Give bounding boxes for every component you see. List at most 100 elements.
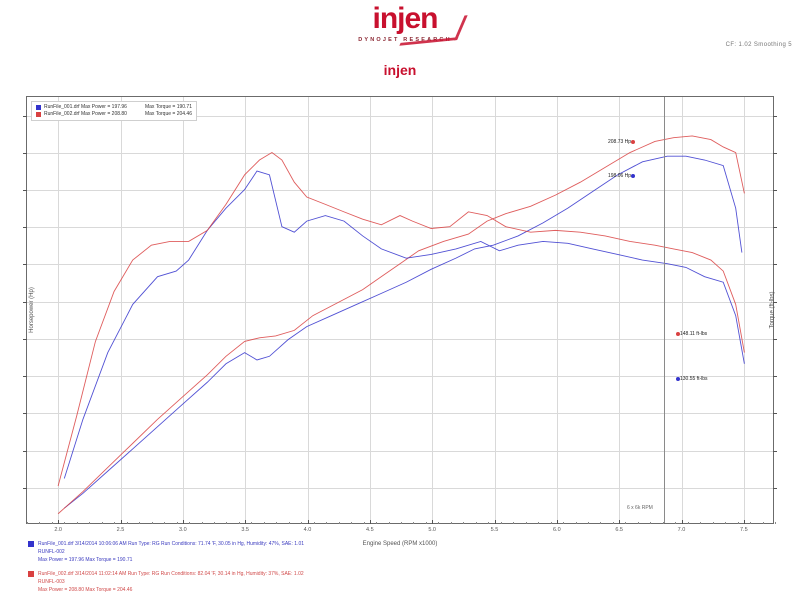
- x-tick-minor: [376, 522, 378, 524]
- x-tick-minor: [662, 522, 664, 524]
- legend-file: RunFile_001.drf: [44, 104, 80, 110]
- caption-line-3: Max Power = 208.80 Max Torque = 204.46: [38, 587, 133, 593]
- series-line: [63, 170, 745, 479]
- x-tick-minor: [263, 522, 265, 524]
- y-tick-left: [23, 338, 27, 340]
- x-tick-label: 2.5: [116, 527, 125, 533]
- series-line: [64, 155, 743, 509]
- cursor-line[interactable]: [664, 97, 665, 523]
- point-label-text: 148.11 ft-lbs: [680, 331, 708, 337]
- grid-line-horizontal: [27, 487, 773, 489]
- y-tick-left: [23, 376, 27, 378]
- x-tick-minor: [550, 522, 552, 524]
- x-tick-minor: [301, 522, 303, 524]
- point-marker: [631, 140, 636, 144]
- legend-row: RunFile_001.drf Max Power = 197.96 Max T…: [36, 104, 192, 111]
- y-tick-left: [23, 450, 27, 452]
- plot-area[interactable]: RunFile_001.drf Max Power = 197.96 Max T…: [23, 96, 777, 547]
- y-tick-right: [773, 190, 777, 192]
- grid-line-vertical: [245, 97, 247, 523]
- x-tick-label: 7.0: [677, 527, 686, 533]
- grid-line-horizontal: [27, 301, 773, 303]
- x-tick-minor: [288, 522, 290, 524]
- x-tick-minor: [488, 522, 490, 524]
- y-tick-right: [773, 227, 777, 229]
- point-label: 208.73 Hp: [608, 139, 638, 145]
- series-line: [57, 152, 745, 487]
- run-caption: RunFile_002.drf 3/14/2014 11:02:14 AM Ru…: [26, 570, 790, 594]
- x-tick-minor: [126, 522, 128, 524]
- grid-line-vertical: [494, 97, 496, 523]
- x-tick-minor: [475, 522, 477, 524]
- x-tick-minor: [313, 522, 315, 524]
- x-tick-minor: [588, 522, 589, 524]
- y-tick-left: [23, 227, 27, 229]
- y-tick-right: [773, 487, 777, 489]
- grid-line-horizontal: [27, 338, 773, 340]
- y-tick-right: [773, 450, 777, 452]
- x-tick-minor: [326, 522, 328, 524]
- series-line: [57, 135, 745, 515]
- x-tick: [556, 520, 558, 524]
- x-tick: [120, 520, 122, 524]
- x-tick-minor: [525, 522, 527, 524]
- caption-line-3: Max Power = 197.96 Max Torque = 190.71: [38, 557, 133, 563]
- y-tick-left: [23, 152, 27, 154]
- x-tick-minor: [600, 522, 602, 524]
- grid-line-vertical: [619, 97, 621, 523]
- grid-line-horizontal: [27, 450, 773, 452]
- grid-line-vertical: [681, 97, 683, 523]
- y-tick-right: [773, 264, 777, 266]
- x-tick-minor: [575, 522, 577, 524]
- point-label: 198.06 Hp: [608, 173, 638, 179]
- caption-line-1: RunFile_001.drf 3/14/2014 10:06:06 AM Ru…: [38, 541, 305, 547]
- x-tick-minor: [675, 522, 677, 524]
- x-tick-minor: [64, 522, 66, 524]
- x-tick-minor: [775, 522, 776, 524]
- legend-swatch: [36, 105, 41, 110]
- x-tick-minor: [563, 522, 565, 524]
- x-tick: [619, 520, 621, 524]
- grid-line-horizontal: [27, 152, 773, 154]
- x-tick-minor: [762, 522, 764, 524]
- cursor-readout: 6 x 6k RPM: [627, 505, 653, 511]
- injen-wordmark-text: injen: [372, 2, 438, 35]
- y-tick-right: [773, 115, 777, 117]
- x-tick-minor: [637, 522, 639, 524]
- correction-factor-label: CF: 1.02 Smoothing 5: [725, 42, 792, 48]
- run-caption: RunFile_001.drf 3/14/2014 10:06:06 AM Ru…: [26, 540, 790, 564]
- grid-line-vertical: [307, 97, 309, 523]
- point-label-text: 130.55 ft-lbs: [680, 376, 708, 382]
- grid-line-horizontal: [27, 264, 773, 266]
- legend: RunFile_001.drf Max Power = 197.96 Max T…: [31, 101, 197, 121]
- legend-power: Max Power = 208.80: [80, 111, 127, 117]
- y-tick-right: [773, 152, 777, 154]
- grid-line-horizontal: [27, 190, 773, 192]
- x-tick-minor: [201, 522, 203, 524]
- x-tick: [681, 520, 683, 524]
- x-tick-label: 3.5: [241, 527, 249, 533]
- injen-wordmark: injen: [372, 2, 469, 46]
- x-axis-title: Engine Speed (RPM x1000): [362, 541, 438, 547]
- y-axis-left-title: Horsepower (Hp): [28, 287, 35, 333]
- chart-title: injen: [383, 62, 417, 78]
- x-tick-minor: [463, 522, 465, 524]
- x-tick-minor: [101, 522, 103, 524]
- x-tick-label: 5.0: [428, 527, 436, 533]
- x-tick-minor: [338, 522, 340, 524]
- legend-row: RunFile_002.drf Max Power = 208.80 Max T…: [36, 111, 192, 118]
- x-tick-minor: [538, 522, 540, 524]
- x-tick-label: 4.0: [303, 527, 312, 533]
- x-tick-minor: [176, 522, 178, 524]
- y-tick-left: [23, 487, 27, 489]
- point-marker: [676, 377, 680, 381]
- legend-torque: Max Torque = 204.46: [144, 111, 192, 117]
- x-tick-minor: [164, 522, 166, 524]
- y-tick-left: [23, 301, 27, 303]
- x-tick: [58, 520, 60, 524]
- y-tick-left: [23, 190, 27, 192]
- dynojet-research-label: DYNOJET RESEARCH: [358, 37, 452, 43]
- grid-line-horizontal: [27, 413, 773, 415]
- grid-line-horizontal: [27, 115, 773, 117]
- caption-line-2: RUNFL-003: [38, 579, 65, 585]
